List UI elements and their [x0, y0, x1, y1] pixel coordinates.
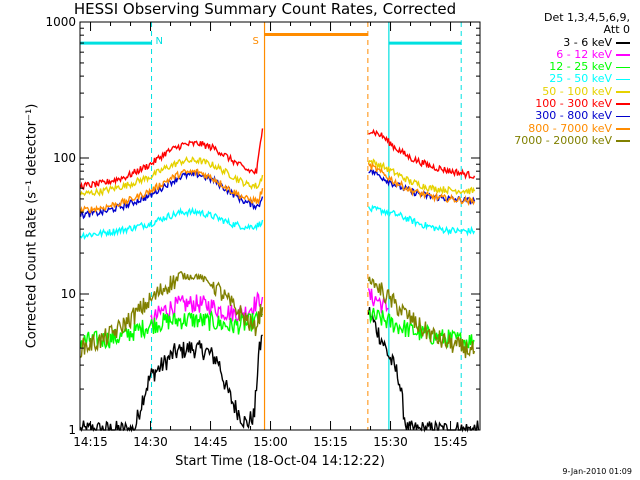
x-tick-label-2: 14:45: [193, 435, 228, 449]
x-tick-label-4: 15:15: [313, 435, 348, 449]
x-tick-label-5: 15:30: [373, 435, 408, 449]
series-7-segment-1: [367, 162, 476, 207]
footer-date: 9-Jan-2010 01:09: [562, 467, 632, 476]
legend-swatch: [616, 140, 630, 142]
series-layer: [79, 128, 480, 433]
legend-entry: 3 - 6 keV: [480, 35, 632, 49]
x-tick-label-1: 14:30: [133, 435, 168, 449]
series-5: [79, 128, 476, 191]
series-2: [79, 307, 475, 351]
series-3-segment-0: [79, 206, 264, 240]
series-5-segment-1: [368, 128, 476, 180]
legend-header-detectors: Det 1,3,4,5,6,9,: [543, 11, 630, 24]
legend-label: 6 - 12 keV: [556, 47, 612, 61]
legend-entry: 7000 - 20000 keV: [480, 133, 632, 147]
legend-label: 300 - 800 keV: [535, 109, 612, 123]
series-7-segment-0: [79, 168, 264, 214]
chart-title: HESSI Observing Summary Count Rates, Cor…: [73, 0, 457, 18]
series-3: [79, 204, 476, 240]
legend-entry: 12 - 25 keV: [480, 60, 632, 74]
legend-entries: 3 - 6 keV 6 - 12 keV 12 - 25 keV 25 - 50 ke…: [480, 35, 632, 148]
y-tick-label-3: 1000: [45, 15, 76, 29]
x-tick-label-0: 14:15: [73, 435, 108, 449]
legend-label: 25 - 50 keV: [549, 72, 612, 86]
y-axis-label: Corrected Count Rate (s⁻¹ detector⁻¹): [24, 103, 40, 349]
y-tick-label-0: 1: [68, 423, 76, 437]
y-tick-label-1: 10: [61, 287, 76, 301]
series-1: [150, 288, 389, 327]
series-2-segment-1: [368, 307, 475, 351]
legend-entry: 25 - 50 keV: [480, 73, 632, 85]
saa-label: S: [253, 36, 259, 47]
y-tick-label-2: 100: [53, 151, 76, 165]
series-8: [79, 271, 476, 359]
series-4-segment-0: [79, 155, 264, 197]
series-4: [79, 155, 476, 197]
series-0-segment-1: [367, 307, 480, 433]
legend-swatch: [616, 78, 630, 81]
legend-label: 3 - 6 keV: [563, 35, 612, 49]
series-4-segment-1: [367, 158, 476, 196]
legend-label: 800 - 7000 keV: [528, 121, 612, 135]
plot-frame: [79, 21, 481, 431]
series-8-segment-1: [367, 276, 476, 359]
x-axis-label: Start Time (18-Oct-04 14:12:22): [175, 454, 385, 469]
x-tick-label-3: 15:00: [253, 435, 288, 449]
series-6-segment-0: [79, 169, 264, 220]
legend-swatch: [616, 115, 630, 118]
legend-swatch: [616, 128, 630, 130]
legend-entry: 100 - 300 keV: [480, 97, 632, 111]
legend-label: 50 - 100 keV: [542, 84, 612, 98]
legend-swatch: [616, 91, 630, 93]
legend: Det 1,3,4,5,6,9, Att 0 3 - 6 keV 6 - 12 k…: [480, 11, 632, 148]
series-0-segment-0: [79, 334, 263, 433]
series-1-segment-1: [367, 288, 389, 314]
legend-entry: 800 - 7000 keV: [480, 121, 632, 135]
legend-label: 7000 - 20000 keV: [514, 133, 612, 147]
x-tick-label-6: 15:45: [433, 435, 468, 449]
legend-entry: 6 - 12 keV: [480, 47, 632, 61]
legend-swatch: [616, 54, 630, 56]
legend-swatch: [616, 66, 630, 69]
legend-entry: 300 - 800 keV: [480, 110, 632, 122]
series-1-segment-0: [150, 291, 264, 327]
night-label: N: [156, 36, 163, 47]
legend-swatch: [616, 103, 630, 106]
series-5-segment-0: [79, 128, 264, 191]
series-2-segment-0: [79, 308, 264, 350]
legend-label: 12 - 25 keV: [549, 60, 612, 74]
series-3-segment-1: [367, 204, 476, 237]
series-8-segment-0: [79, 271, 264, 358]
legend-swatch: [616, 41, 630, 44]
axes-layer: 1 10 100 1000 14:15 14:30 14:45 15:00 15:15 15:30…: [45, 15, 481, 449]
legend-label: 100 - 300 keV: [535, 97, 612, 111]
legend-header-attenuator: Att 0: [603, 23, 630, 37]
legend-entry: 50 - 100 keV: [480, 84, 632, 98]
series-7: [79, 162, 476, 214]
